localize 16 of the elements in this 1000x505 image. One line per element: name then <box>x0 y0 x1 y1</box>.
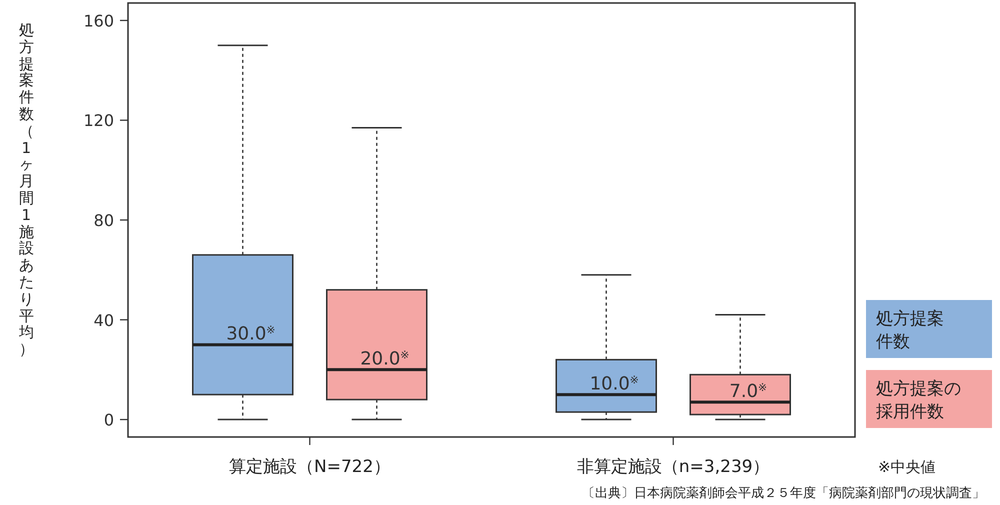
text: 20.0$^{※}$ <box>360 348 410 370</box>
y-tick-label: 0 <box>104 410 114 430</box>
x-tick-label: 非算定施設（n=3,239） <box>576 457 770 477</box>
text: 10.0$^{※}$ <box>590 373 639 395</box>
y-tick-label: 120 <box>83 111 114 130</box>
text: 処方提案の採用件数 <box>876 378 962 424</box>
text: 30.0$^{※}$ <box>226 323 276 345</box>
text: 処方提案件数 <box>876 308 945 354</box>
text: 処方提案件数（1ヶ月間1施設あたり平均） <box>18 21 34 358</box>
y-tick-label: 160 <box>83 11 114 30</box>
text: 〔出典〕日本病院薬剤師会平成２５年度「病院薬剤部門の現状調査」 <box>582 485 985 501</box>
text: ※中央値 <box>878 458 936 476</box>
x-tick-label: 算定施設（N=722） <box>229 457 390 477</box>
text: 7.0$^{※}$ <box>729 380 768 402</box>
y-tick-label: 40 <box>94 310 114 330</box>
y-tick-label: 80 <box>94 211 114 230</box>
